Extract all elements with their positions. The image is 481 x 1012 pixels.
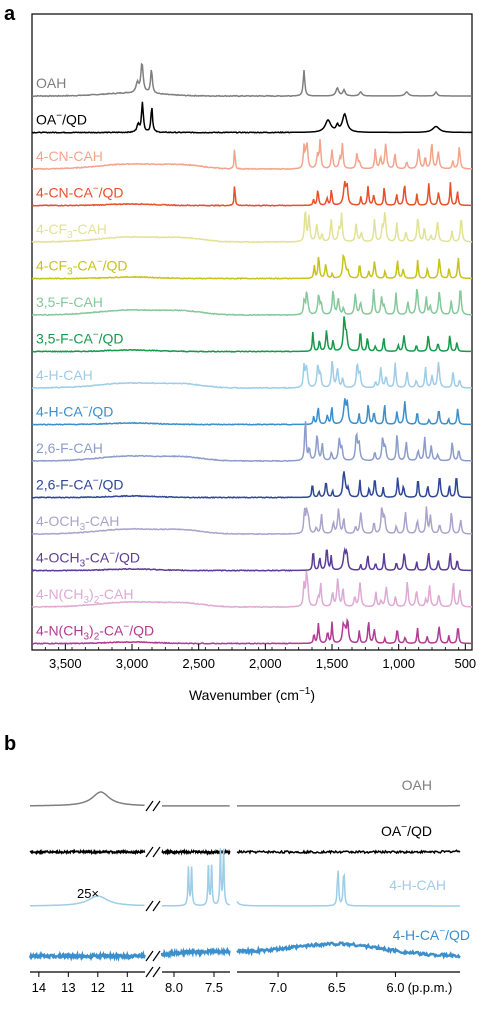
ftir-trace-label: 4-CF3-CAH — [36, 221, 107, 241]
nmr-trace — [236, 941, 461, 960]
ftir-x-tick-label: 500 — [454, 656, 476, 671]
nmr-x-tick-label: 6.0 — [386, 980, 404, 995]
ftir-x-tick-label: 3,500 — [49, 656, 82, 671]
ftir-trace-label: 3,5-F-CAH — [36, 294, 103, 310]
ftir-trace-label: 4-CF3-CA−/QD — [36, 257, 128, 278]
nmr-x-tick-label: 8.0 — [165, 980, 183, 995]
panel-a-frame — [31, 13, 473, 651]
nmr-trace — [30, 895, 145, 907]
nmr-x-tick-label: 7.0 — [269, 980, 287, 995]
ftir-trace-label: OA−/QD — [36, 111, 87, 128]
nmr-trace — [236, 870, 460, 907]
axis-break-mark — [145, 900, 154, 912]
nmr-trace-label: OA−/QD — [381, 822, 432, 839]
panel-a: a OAH OA−/QD 4-CN-CAH 4-CN-CA−/QD 4-CF3-CAH 4… — [4, 3, 476, 703]
nmr-trace — [30, 791, 145, 807]
ftir-trace — [31, 570, 472, 609]
ftir-trace-label: 4-OCH3-CAH — [36, 513, 119, 533]
ftir-trace — [31, 398, 472, 426]
ftir-trace-labels: OAH OA−/QD 4-CN-CAH 4-CN-CA−/QD 4-CF3-CAH 4-C… — [36, 75, 154, 643]
ftir-trace-label: 4-CN-CAH — [36, 148, 103, 164]
nmr-x-tick-label: 13 — [61, 980, 75, 995]
ftir-trace-label: 4-H-CAH — [36, 367, 93, 383]
nmr-trace-labels: OAH OA−/QD 4-H-CAH 4-H-CA−/QD — [381, 777, 470, 943]
ftir-trace — [31, 471, 472, 499]
nmr-x-axis-unit: (p.p.m.) — [408, 980, 453, 995]
ftir-trace — [31, 617, 472, 645]
nmr-trace — [160, 946, 231, 960]
axis-break-mark — [145, 950, 154, 962]
ftir-trace — [31, 211, 472, 244]
ftir-trace — [31, 180, 472, 207]
ftir-trace-label: 3,5-F-CA−/QD — [36, 330, 124, 347]
axis-break-mark — [152, 900, 161, 912]
nmr-x-tick-label: 7.5 — [205, 980, 223, 995]
panel-a-letter: a — [4, 3, 16, 25]
ftir-trace — [32, 138, 472, 171]
axis-break-mark — [152, 966, 161, 978]
ftir-trace-label: OAH — [36, 75, 66, 91]
axis-break-mark — [152, 950, 161, 962]
nmr-scale-annotation: 25× — [77, 886, 99, 901]
ftir-trace — [31, 288, 472, 317]
ftir-trace — [31, 62, 472, 98]
nmr-x-tick-label: 11 — [121, 980, 135, 995]
ftir-trace — [31, 360, 472, 390]
ftir-trace-label: 2,6-F-CA−/QD — [36, 476, 124, 493]
panel-b-letter: b — [4, 733, 16, 755]
ftir-trace — [32, 101, 472, 134]
ftir-trace-label: 4-N(CH3)2-CA−/QD — [36, 622, 154, 643]
ftir-x-axis-title: Wavenumber (cm−1) — [189, 686, 315, 703]
nmr-x-tick-label: 6.5 — [328, 980, 346, 995]
nmr-trace — [236, 849, 461, 855]
ftir-traces — [31, 62, 472, 645]
ftir-x-tick-label: 3,000 — [116, 656, 149, 671]
ftir-x-tick-label: 1,000 — [382, 656, 415, 671]
ftir-trace-label: 4-H-CA−/QD — [36, 403, 113, 420]
ftir-x-tick-label: 1,500 — [316, 656, 349, 671]
axis-break-mark — [145, 800, 154, 812]
nmr-x-axis: 14 13 12 11 8.0 7.5 7.0 6.5 6.0 (p.p.m.) — [30, 966, 460, 995]
ftir-trace-label: 4-OCH3-CA−/QD — [36, 549, 140, 570]
ftir-x-tick-label: 2,500 — [182, 656, 215, 671]
ftir-x-tick-label: 2,000 — [249, 656, 282, 671]
nmr-trace — [29, 848, 146, 856]
nmr-trace — [162, 847, 231, 907]
ftir-trace — [31, 546, 472, 572]
nmr-traces — [28, 791, 461, 963]
nmr-trace — [28, 950, 146, 963]
ftir-trace — [31, 316, 472, 353]
axis-break-mark — [152, 800, 161, 812]
ftir-trace — [31, 506, 472, 536]
nmr-trace-label: 4-H-CAH — [389, 877, 446, 893]
nmr-trace-label: OAH — [402, 777, 432, 793]
panel-b: b OAH OA−/QD 4-H-CAH 4-H-CA−/QD 14 13 12 11 8.0… — [4, 733, 470, 995]
axis-break-mark — [145, 846, 154, 858]
nmr-trace — [161, 848, 231, 856]
ftir-trace-label: 4-CN-CA−/QD — [36, 184, 124, 201]
ftir-trace — [31, 253, 472, 280]
ftir-x-axis: 3,500 3,000 2,500 2,000 1,500 1,000 500 — [31, 644, 476, 671]
axis-break-mark — [152, 846, 161, 858]
ftir-trace — [31, 421, 472, 463]
axis-break-mark — [145, 966, 154, 978]
nmr-x-tick-label: 12 — [91, 980, 105, 995]
nmr-x-tick-label: 14 — [32, 980, 46, 995]
nmr-trace-label: 4-H-CA−/QD — [393, 926, 470, 943]
ftir-trace-label: 2,6-F-CAH — [36, 440, 103, 456]
ftir-trace-label: 4-N(CH3)2-CAH — [36, 586, 133, 606]
